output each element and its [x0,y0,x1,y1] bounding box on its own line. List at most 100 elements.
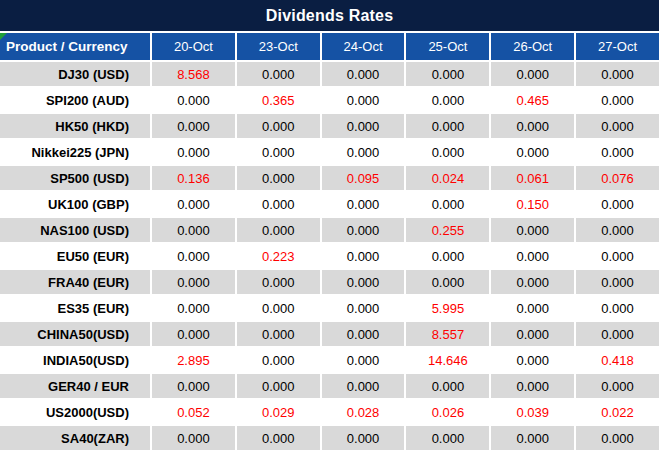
row-label: EU50 (EUR) [0,244,150,268]
rate-value-cell: 0.000 [322,296,405,320]
rate-value-cell: 0.000 [237,140,320,164]
row-label: DJ30 (USD) [0,62,150,86]
rate-value-cell: 0.000 [322,140,405,164]
table-row: SPI200 (AUD)0.0000.3650.0000.0000.4650.0… [0,88,659,112]
rate-value-cell: 0.061 [491,166,574,190]
table-row: ES35 (EUR)0.0000.0000.0005.9950.0000.000 [0,296,659,320]
rate-value-cell: 0.000 [491,426,574,450]
rate-value-cell: 0.000 [322,192,405,216]
table-body: DJ30 (USD)8.5680.0000.0000.0000.0000.000… [0,62,659,450]
table-row: FRA40 (EUR)0.0000.0000.0000.0000.0000.00… [0,270,659,294]
rate-value-cell: 0.000 [322,322,405,346]
row-label: SA40(ZAR) [0,426,150,450]
rate-value-cell: 0.000 [406,140,489,164]
table-row: HK50 (HKD)0.0000.0000.0000.0000.0000.000 [0,114,659,138]
rate-value-cell: 0.000 [491,140,574,164]
rate-value-cell: 0.000 [576,140,659,164]
table-row: DJ30 (USD)8.5680.0000.0000.0000.0000.000 [0,62,659,86]
rate-value-cell: 0.000 [576,218,659,242]
row-label: SP500 (USD) [0,166,150,190]
table-row: US2000(USD)0.0520.0290.0280.0260.0390.02… [0,400,659,424]
rate-value-cell: 0.000 [237,166,320,190]
rate-value-cell: 0.026 [406,400,489,424]
rate-value-cell: 8.568 [152,62,235,86]
column-header-date: 26-Oct [491,33,574,60]
row-label: SPI200 (AUD) [0,88,150,112]
rate-value-cell: 0.000 [576,244,659,268]
rate-value-cell: 0.024 [406,166,489,190]
rate-value-cell: 0.000 [237,192,320,216]
rate-value-cell: 0.000 [576,114,659,138]
rate-value-cell: 0.000 [237,374,320,398]
rate-value-cell: 0.000 [406,374,489,398]
table-row: NAS100 (USD)0.0000.0000.0000.2550.0000.0… [0,218,659,242]
rate-value-cell: 0.000 [152,270,235,294]
rate-value-cell: 0.223 [237,244,320,268]
column-header-date: 23-Oct [237,33,320,60]
rate-value-cell: 0.000 [491,114,574,138]
column-header-product-currency: Product / Currency [0,33,150,60]
rate-value-cell: 0.000 [322,374,405,398]
row-label: INDIA50(USD) [0,348,150,372]
rate-value-cell: 0.000 [576,62,659,86]
rate-value-cell: 0.000 [491,218,574,242]
table-row: Nikkei225 (JPN)0.0000.0000.0000.0000.000… [0,140,659,164]
rate-value-cell: 0.136 [152,166,235,190]
rate-value-cell: 0.000 [152,296,235,320]
rate-value-cell: 0.255 [406,218,489,242]
table-row: GER40 / EUR0.0000.0000.0000.0000.0000.00… [0,374,659,398]
rate-value-cell: 0.000 [322,244,405,268]
row-label: US2000(USD) [0,400,150,424]
green-corner-marker [0,33,7,40]
row-label: UK100 (GBP) [0,192,150,216]
rate-value-cell: 0.000 [152,114,235,138]
title-bar: Dividends Rates [0,0,659,31]
rate-value-cell: 8.557 [406,322,489,346]
rate-value-cell: 0.000 [152,426,235,450]
row-label: NAS100 (USD) [0,218,150,242]
rate-value-cell: 2.895 [152,348,235,372]
rate-value-cell: 0.000 [406,62,489,86]
rate-value-cell: 0.029 [237,400,320,424]
rate-value-cell: 0.039 [491,400,574,424]
rate-value-cell: 0.022 [576,400,659,424]
rate-value-cell: 0.000 [406,88,489,112]
rate-value-cell: 0.000 [576,270,659,294]
column-header-date: 24-Oct [322,33,405,60]
rate-value-cell: 0.000 [406,114,489,138]
rate-value-cell: 0.000 [576,322,659,346]
column-header-label: Product / Currency [6,39,128,54]
rate-value-cell: 0.000 [237,296,320,320]
rate-value-cell: 0.000 [152,88,235,112]
rate-value-cell: 0.000 [406,270,489,294]
page-title: Dividends Rates [266,7,393,25]
rate-value-cell: 0.000 [406,426,489,450]
rate-value-cell: 0.000 [237,270,320,294]
row-label: ES35 (EUR) [0,296,150,320]
rate-value-cell: 0.000 [152,192,235,216]
rate-value-cell: 0.000 [491,244,574,268]
rate-value-cell: 0.465 [491,88,574,112]
row-label: Nikkei225 (JPN) [0,140,150,164]
rate-value-cell: 5.995 [406,296,489,320]
rate-value-cell: 0.095 [322,166,405,190]
rate-value-cell: 0.000 [322,218,405,242]
rate-value-cell: 0.000 [491,296,574,320]
table-row: SA40(ZAR)0.0000.0000.0000.0000.0000.000 [0,426,659,450]
rate-value-cell: 0.000 [322,426,405,450]
rate-value-cell: 0.000 [322,62,405,86]
header-row: Product / Currency 20-Oct23-Oct24-Oct25-… [0,33,659,60]
rate-value-cell: 14.646 [406,348,489,372]
table-row: INDIA50(USD)2.8950.0000.00014.6460.0000.… [0,348,659,372]
dividends-rates-table: Dividends Rates Product / Currency 20-Oc… [0,0,659,452]
column-header-date: 27-Oct [576,33,659,60]
rate-value-cell: 0.000 [152,218,235,242]
rate-value-cell: 0.000 [406,192,489,216]
rate-value-cell: 0.365 [237,88,320,112]
column-header-date: 20-Oct [152,33,235,60]
rate-value-cell: 0.000 [491,322,574,346]
rate-value-cell: 0.052 [152,400,235,424]
rate-value-cell: 0.028 [322,400,405,424]
rate-value-cell: 0.000 [152,244,235,268]
table-row: SP500 (USD)0.1360.0000.0950.0240.0610.07… [0,166,659,190]
